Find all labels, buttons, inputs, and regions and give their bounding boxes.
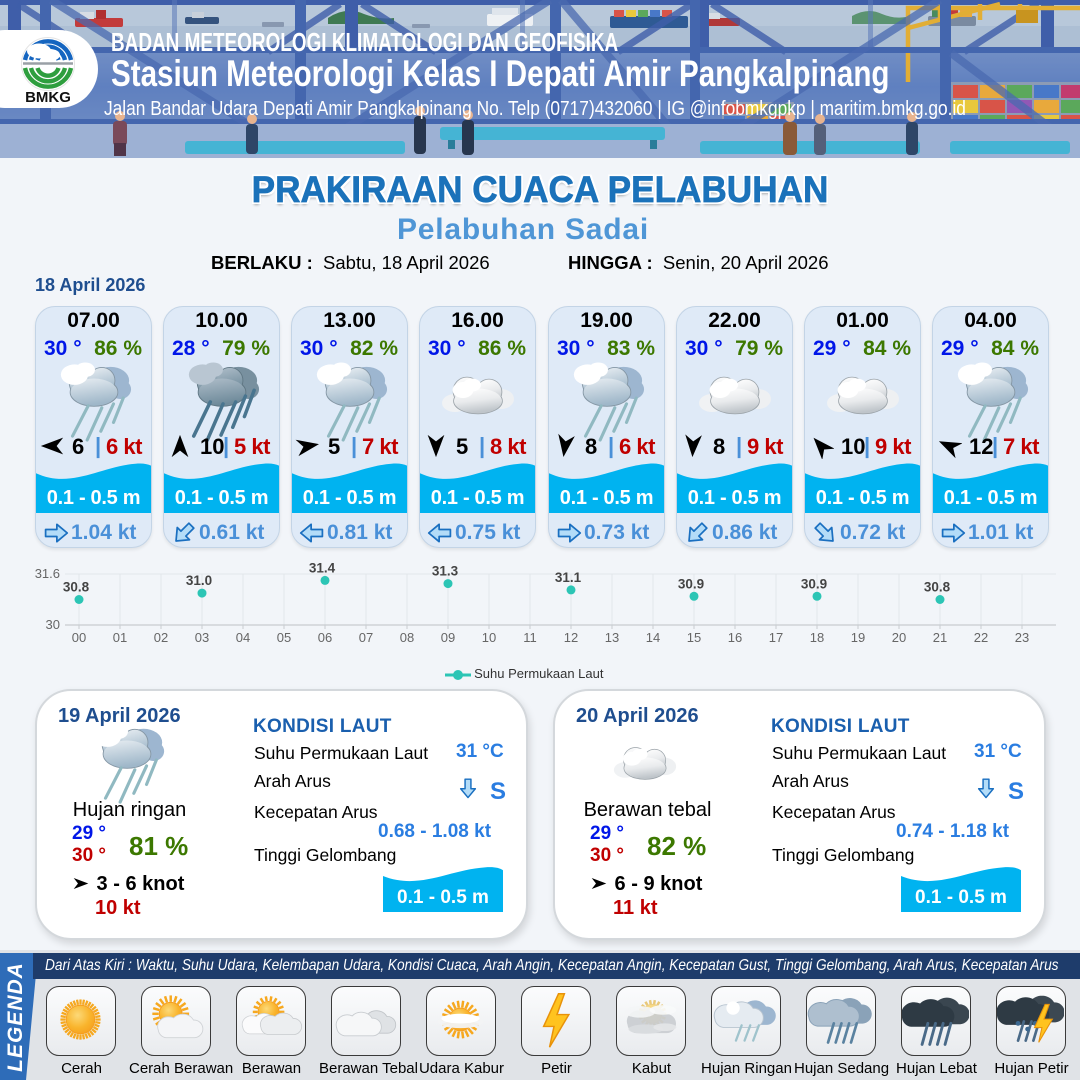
svg-text:13: 13	[605, 630, 619, 645]
svg-text:30.9: 30.9	[801, 576, 827, 591]
svg-text:09: 09	[441, 630, 455, 645]
svg-text:31.3: 31.3	[432, 564, 459, 579]
svg-text:12: 12	[564, 630, 578, 645]
svg-text:04: 04	[236, 630, 250, 645]
svg-text:06: 06	[318, 630, 332, 645]
svg-text:15: 15	[687, 630, 701, 645]
svg-text:11: 11	[523, 630, 537, 645]
svg-text:01: 01	[113, 630, 127, 645]
svg-text:17: 17	[769, 630, 783, 645]
svg-text:21: 21	[933, 630, 947, 645]
svg-text:07: 07	[359, 630, 373, 645]
svg-text:18: 18	[810, 630, 824, 645]
svg-text:30: 30	[46, 617, 60, 632]
svg-text:30.9: 30.9	[678, 576, 704, 591]
svg-text:03: 03	[195, 630, 209, 645]
svg-text:30.8: 30.8	[63, 580, 90, 595]
svg-text:19: 19	[851, 630, 865, 645]
svg-text:31.4: 31.4	[309, 560, 336, 575]
svg-text:10: 10	[482, 630, 496, 645]
svg-text:20: 20	[892, 630, 906, 645]
svg-text:22: 22	[974, 630, 988, 645]
svg-text:31.1: 31.1	[555, 570, 582, 585]
svg-text:30.8: 30.8	[924, 580, 951, 595]
svg-text:02: 02	[154, 630, 168, 645]
svg-text:08: 08	[400, 630, 414, 645]
svg-text:31.6: 31.6	[35, 566, 60, 581]
svg-text:31.0: 31.0	[186, 573, 212, 588]
svg-text:05: 05	[277, 630, 291, 645]
svg-text:00: 00	[72, 630, 86, 645]
svg-text:16: 16	[728, 630, 742, 645]
svg-text:23: 23	[1015, 630, 1029, 645]
svg-text:14: 14	[646, 630, 660, 645]
